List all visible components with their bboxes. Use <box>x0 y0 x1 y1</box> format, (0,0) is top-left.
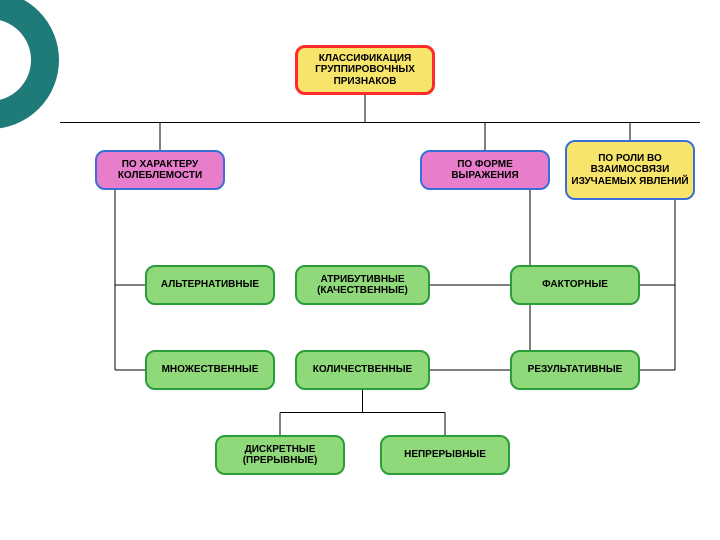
node-label: ДИСКРЕТНЫЕ (ПРЕРЫВНЫЕ) <box>221 444 339 467</box>
node-c3a: ФАКТОРНЫЕ <box>510 265 640 305</box>
node-c2b: КОЛИЧЕСТВЕННЫЕ <box>295 350 430 390</box>
node-label: ПО ХАРАКТЕРУ КОЛЕБЛЕМОСТИ <box>101 159 219 182</box>
node-label: ПО РОЛИ ВО ВЗАИМОСВЯЗИ ИЗУЧАЕМЫХ ЯВЛЕНИЙ <box>571 153 689 188</box>
node-cat1: ПО ХАРАКТЕРУ КОЛЕБЛЕМОСТИ <box>95 150 225 190</box>
node-label: ФАКТОРНЫЕ <box>542 279 608 291</box>
node-label: ПО ФОРМЕ ВЫРАЖЕНИЯ <box>426 159 544 182</box>
node-label: КЛАССИФИКАЦИЯ ГРУППИРОВОЧНЫХ ПРИЗНАКОВ <box>302 53 428 88</box>
node-c1a: АЛЬТЕРНАТИВНЫЕ <box>145 265 275 305</box>
node-c3b: РЕЗУЛЬТАТИВНЫЕ <box>510 350 640 390</box>
node-q2: НЕПРЕРЫВНЫЕ <box>380 435 510 475</box>
node-cat2: ПО ФОРМЕ ВЫРАЖЕНИЯ <box>420 150 550 190</box>
node-label: КОЛИЧЕСТВЕННЫЕ <box>313 364 412 376</box>
node-cat3: ПО РОЛИ ВО ВЗАИМОСВЯЗИ ИЗУЧАЕМЫХ ЯВЛЕНИЙ <box>565 140 695 200</box>
node-label: НЕПРЕРЫВНЫЕ <box>404 449 486 461</box>
node-root: КЛАССИФИКАЦИЯ ГРУППИРОВОЧНЫХ ПРИЗНАКОВ <box>295 45 435 95</box>
node-c2a: АТРИБУТИВНЫЕ (КАЧЕСТВЕННЫЕ) <box>295 265 430 305</box>
node-label: АЛЬТЕРНАТИВНЫЕ <box>161 279 259 291</box>
node-label: РЕЗУЛЬТАТИВНЫЕ <box>528 364 623 376</box>
node-label: АТРИБУТИВНЫЕ (КАЧЕСТВЕННЫЕ) <box>301 274 424 297</box>
node-label: МНОЖЕСТВЕННЫЕ <box>162 364 259 376</box>
node-q1: ДИСКРЕТНЫЕ (ПРЕРЫВНЫЕ) <box>215 435 345 475</box>
node-c1b: МНОЖЕСТВЕННЫЕ <box>145 350 275 390</box>
